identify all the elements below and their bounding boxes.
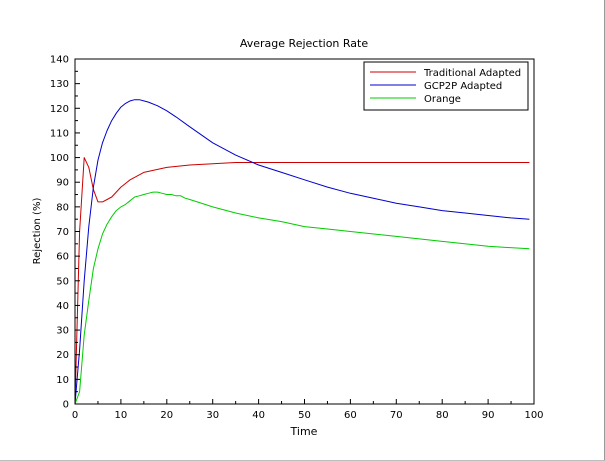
x-tick-label: 10: [115, 410, 128, 421]
legend-label: Traditional Adapted: [423, 68, 521, 79]
y-tick-label: 70: [56, 227, 69, 238]
plot-area: [74, 58, 535, 405]
series-line-3: [74, 191, 530, 405]
y-axis-label: Rejection (%): [32, 198, 43, 265]
y-tick-label: 20: [56, 350, 69, 361]
y-tick-label: 100: [50, 153, 69, 164]
y-tick-label: 30: [56, 326, 69, 337]
y-tick-label: 110: [50, 128, 69, 139]
y-tick-label: 90: [56, 178, 69, 189]
y-tick-label: 10: [56, 375, 69, 386]
series-line-1: [74, 157, 530, 405]
x-axis-label: Time: [290, 425, 318, 438]
x-tick-label: 100: [524, 410, 543, 421]
axes: 0 10 20 30 40 50 60 70 80 90 100 0 10 20 30 40 50 60 70 80 9…: [50, 55, 544, 422]
x-tick-label: 50: [298, 410, 311, 421]
y-tick-label: 50: [56, 276, 69, 287]
series-line-2: [74, 99, 530, 405]
x-tick-label: 60: [344, 410, 357, 421]
legend-label: GCP2P Adapted: [424, 81, 502, 92]
legend-label: Orange: [424, 94, 461, 105]
x-tick-label: 0: [72, 410, 78, 421]
series-layer: [74, 99, 530, 405]
chart-title: Average Rejection Rate: [240, 37, 368, 50]
x-tick-label: 30: [206, 410, 219, 421]
y-tick-label: 130: [50, 79, 69, 90]
y-tick-label: 0: [63, 400, 69, 411]
y-tick-label: 60: [56, 252, 69, 263]
legend-box: [363, 61, 529, 111]
x-tick-label: 70: [390, 410, 403, 421]
x-tick-label: 20: [160, 410, 173, 421]
x-tick-label: 90: [482, 410, 495, 421]
y-tick-label: 120: [50, 104, 69, 115]
legend: Traditional Adapted GCP2P Adapted Orange: [363, 61, 529, 111]
y-tick-label: 140: [50, 55, 69, 66]
x-tick-label: 40: [252, 410, 265, 421]
y-tick-label: 40: [56, 301, 69, 312]
y-tick-label: 80: [56, 202, 69, 213]
x-tick-label: 80: [436, 410, 449, 421]
